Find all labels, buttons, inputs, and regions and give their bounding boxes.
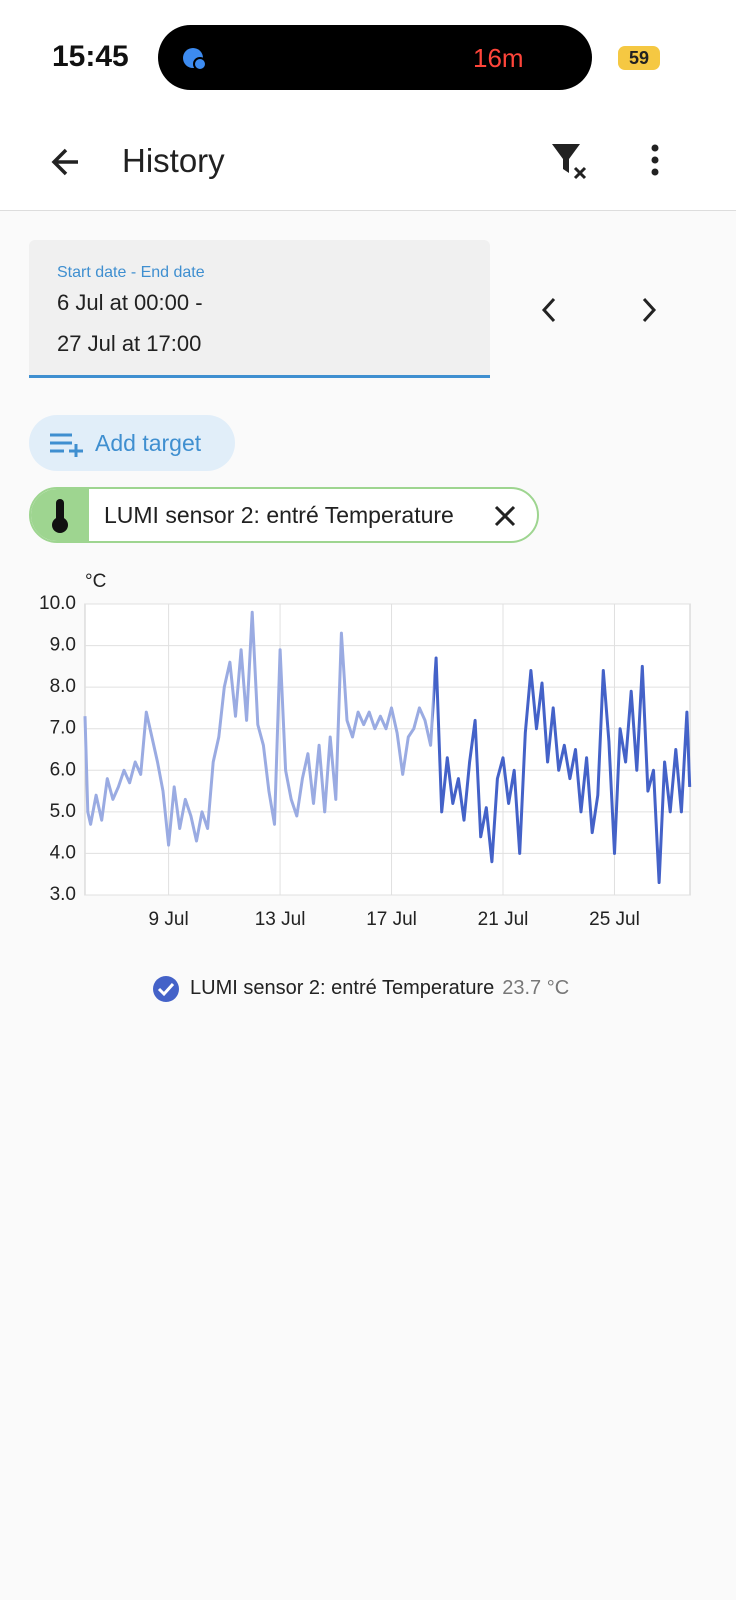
y-tick-label: 10.0 [39, 593, 76, 614]
date-range-field[interactable]: Start date - End date 6 Jul at 00:00 - 2… [29, 240, 490, 378]
menu-button[interactable] [645, 142, 665, 182]
x-tick-label: 13 Jul [255, 909, 306, 930]
dynamic-island: 16m [158, 25, 592, 90]
end-date: 27 Jul at 17:00 [57, 331, 202, 356]
add-target-label: Add target [95, 430, 202, 456]
title: History [122, 142, 225, 179]
x-tick-label: 17 Jul [366, 909, 417, 930]
chip-icon-bg [31, 489, 89, 541]
back-button[interactable] [46, 142, 86, 182]
start-date: 6 Jul at 00:00 - [57, 290, 203, 315]
x-tick-label: 25 Jul [589, 909, 640, 930]
target-chip: LUMI sensor 2: entré Temperature [29, 487, 539, 543]
clock: 15:45 [52, 40, 129, 73]
legend-check [153, 976, 179, 1002]
y-tick-label: 9.0 [50, 635, 76, 656]
y-unit: °C [85, 571, 106, 592]
y-tick-label: 5.0 [50, 801, 76, 822]
y-tick-label: 8.0 [50, 676, 76, 697]
series-line [83, 610, 692, 884]
add-icon [50, 433, 83, 457]
legend-name: LUMI sensor 2: entré Temperature [190, 977, 494, 999]
legend-label: LUMI sensor 2: entré Temperature 23.7 °C [190, 977, 569, 999]
previous-button[interactable] [538, 296, 560, 324]
legend-item[interactable]: LUMI sensor 2: entré Temperature 23.7 °C [153, 976, 569, 1002]
status-bar: 15:45 16m 59 [0, 0, 736, 120]
next-button[interactable] [638, 296, 660, 324]
add-target-button[interactable]: Add target [29, 415, 235, 471]
alarm-icon [183, 48, 207, 71]
y-tick-label: 3.0 [50, 884, 76, 905]
chart: °C 3.0 4.0 5.0 6.0 7.0 8.0 9.0 10.0 9 Jul 13 Jul 17… [39, 571, 692, 1002]
battery: 59 [618, 46, 660, 70]
clear-filter-button[interactable] [550, 142, 594, 182]
field-label: Start date - End date [57, 264, 205, 281]
chip-label: LUMI sensor 2: entré Temperature [104, 502, 454, 528]
remove-target-button[interactable] [494, 505, 516, 527]
y-tick-label: 4.0 [50, 842, 76, 863]
legend-value: 23.7 °C [502, 977, 569, 999]
legend-check-mark [157, 982, 175, 997]
x-tick-label: 21 Jul [478, 909, 529, 930]
plot-area [84, 603, 691, 896]
timer: 16m [473, 43, 524, 73]
y-tick-label: 7.0 [50, 718, 76, 739]
thermometer-icon [52, 499, 68, 533]
app-bar: History [0, 120, 736, 211]
y-tick-label: 6.0 [50, 759, 76, 780]
x-tick-label: 9 Jul [149, 909, 189, 930]
